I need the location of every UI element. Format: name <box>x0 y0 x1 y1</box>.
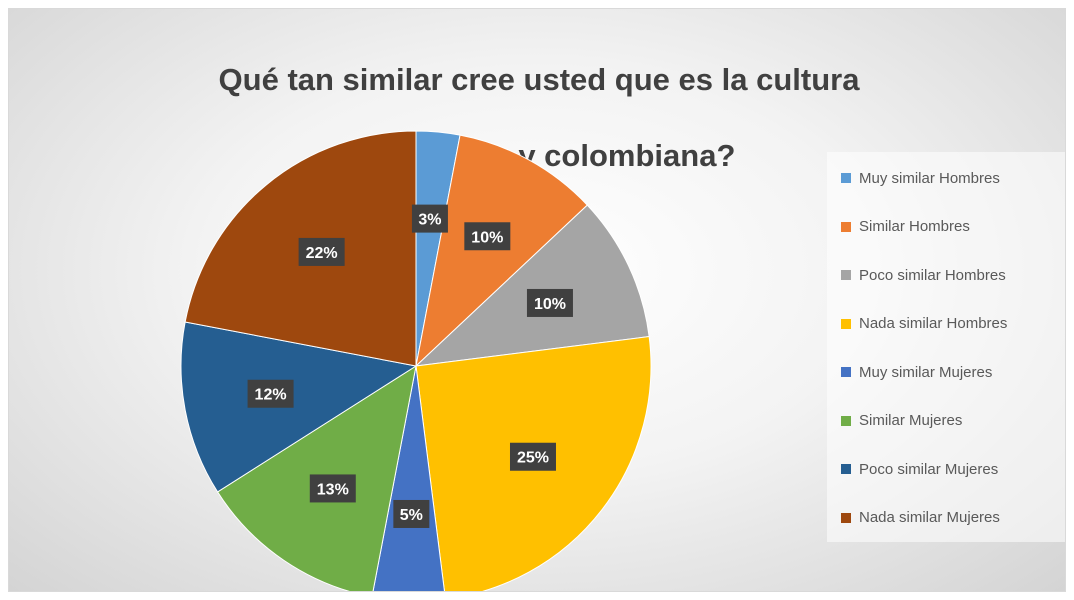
pie-slice-3 <box>414 204 650 367</box>
legend-swatch <box>841 173 851 183</box>
data-label-text-3: 10% <box>534 296 566 313</box>
legend-item-1: Muy similar Hombres <box>841 166 1000 190</box>
data-label-8: 22% <box>298 237 345 266</box>
data-label-7: 12% <box>247 379 294 408</box>
chart-title-line-1: Qué tan similar cree usted que es la cul… <box>218 62 860 97</box>
pie-slice-7 <box>180 321 418 493</box>
data-label-text-1: 3% <box>418 212 441 229</box>
legend-item-2: Similar Hombres <box>841 215 970 239</box>
legend-label: Similar Mujeres <box>859 412 963 429</box>
legend-swatch <box>841 415 851 426</box>
data-label-text-7: 12% <box>255 387 287 404</box>
legend-label: Poco similar Hombres <box>859 266 1006 284</box>
legend-swatch <box>841 270 851 280</box>
chart-area: Qué tan similar cree usted que es la cul… <box>8 8 1066 592</box>
legend-label: Poco similar Mujeres <box>859 460 999 478</box>
data-label-text-4: 25% <box>517 450 549 467</box>
data-label-box-3 <box>526 288 573 317</box>
data-label-5: 5% <box>393 499 430 528</box>
legend-swatch <box>841 367 851 377</box>
data-label-box-8 <box>298 237 345 266</box>
legend-item-3: Poco similar Hombres <box>841 263 1006 287</box>
data-label-box-4 <box>509 442 556 471</box>
legend-swatch <box>841 318 851 329</box>
pie-chart: 3% 10% 10% 25% 5% 13% 12% 22% <box>180 130 652 591</box>
legend-swatch <box>841 464 851 474</box>
data-label-text-6: 13% <box>317 481 349 498</box>
legend-item-7: Poco similar Mujeres <box>841 457 998 481</box>
pie-slice-5 <box>372 365 445 591</box>
data-label-box-2 <box>464 222 511 251</box>
legend-item-5: Muy similar Mujeres <box>841 360 992 384</box>
data-label-text-8: 22% <box>306 245 338 262</box>
pie-slice-2 <box>415 134 589 368</box>
legend-swatch <box>841 221 851 232</box>
data-label-box-5 <box>393 499 430 528</box>
data-label-box-7 <box>247 379 294 408</box>
data-label-box-6 <box>309 474 356 503</box>
legend-item-8: Nada similar Mujeres <box>841 506 1000 530</box>
data-label-3: 10% <box>526 288 573 317</box>
data-label-text-5: 5% <box>400 507 423 524</box>
legend-label: Nada similar Hombres <box>859 315 1008 332</box>
data-label-6: 13% <box>309 474 356 503</box>
legend-item-4: Nada similar Hombres <box>841 312 1007 336</box>
legend-label: Muy similar Hombres <box>859 169 1000 187</box>
data-label-text-2: 10% <box>471 229 503 246</box>
data-label-4: 25% <box>509 442 556 471</box>
legend-item-6: Similar Mujeres <box>841 409 962 433</box>
legend-label: Muy similar Mujeres <box>859 363 993 381</box>
legend-swatch <box>841 512 851 523</box>
data-label-box-1 <box>411 204 448 233</box>
data-label-1: 3% <box>411 204 448 233</box>
data-label-2: 10% <box>464 222 511 251</box>
legend-label: Nada similar Mujeres <box>859 509 1000 526</box>
legend-label: Similar Hombres <box>859 218 970 235</box>
chart-legend: Muy similar Hombres Similar Hombres Poco s… <box>827 152 1065 542</box>
